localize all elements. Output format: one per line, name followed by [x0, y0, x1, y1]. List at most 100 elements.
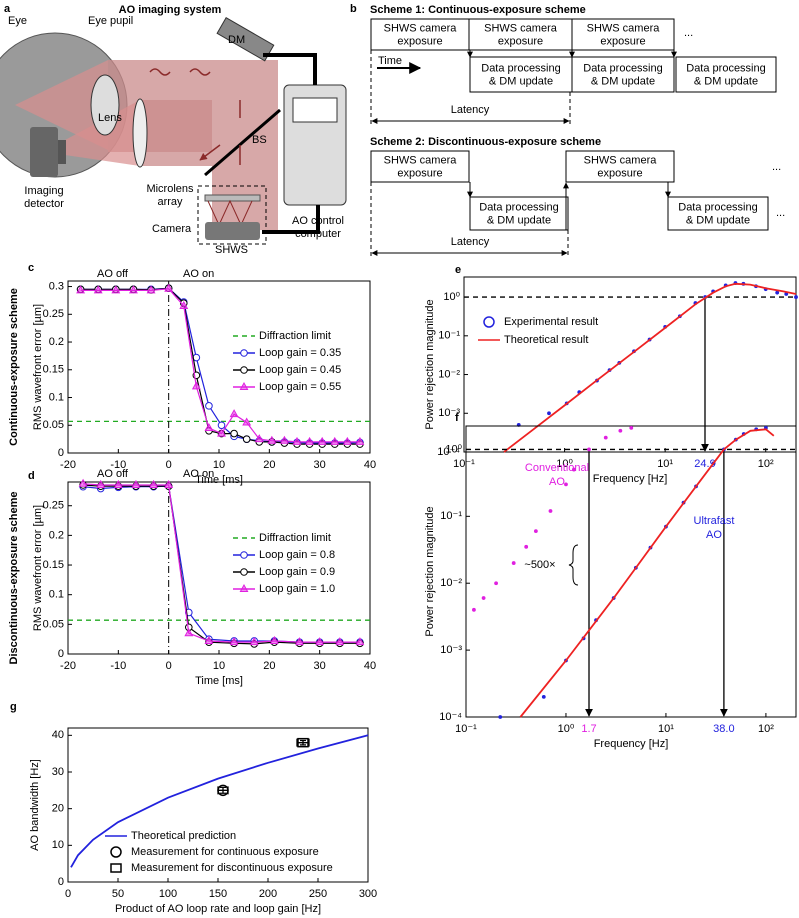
- y-axis-label: RMS wavefront error [µm]: [32, 304, 44, 430]
- x-tick-label: 150: [209, 888, 227, 900]
- y-tick-label: 0.25: [43, 500, 64, 512]
- x-tick-label: 10⁰: [558, 723, 575, 735]
- legend-label: Diffraction limit: [259, 330, 331, 342]
- marker: [230, 429, 238, 438]
- marker: [295, 637, 304, 646]
- exposure-text-line: SHWS camera: [587, 22, 661, 34]
- x-tick-label: 10: [213, 660, 225, 672]
- marker: [184, 628, 194, 637]
- exposure-text-line: exposure: [397, 35, 442, 47]
- y-tick-label: 0.2: [49, 336, 64, 348]
- x-tick-label: 40: [364, 459, 376, 471]
- marker: [191, 381, 201, 390]
- marker: [355, 436, 365, 445]
- y-tick-label: 10: [52, 839, 64, 851]
- marker: [297, 737, 309, 748]
- marker: [128, 285, 138, 294]
- legend-label: Loop gain = 0.55: [259, 381, 341, 393]
- x-tick-label: 250: [309, 888, 327, 900]
- y-tick-label: 20: [52, 803, 64, 815]
- marker: [481, 596, 486, 600]
- y-tick-label: 10⁻²: [438, 368, 460, 380]
- panel-letter: g: [10, 701, 17, 713]
- annotation-line: AO off: [97, 468, 129, 480]
- legend-marker: [239, 583, 249, 592]
- marker: [548, 509, 553, 513]
- x-tick-label: 20: [263, 459, 275, 471]
- threshold-label: 38.0: [713, 723, 734, 735]
- marker: [335, 637, 345, 646]
- x-tick-label: 50: [112, 888, 124, 900]
- microlens-label-line: Microlens: [146, 183, 194, 195]
- exposure-text: SHWS camera exposure: [384, 22, 458, 47]
- y-axis-label: Power rejection magnitude: [424, 299, 436, 429]
- x-tick-label: 300: [359, 888, 377, 900]
- annotation: Ultrafast AO: [694, 515, 735, 541]
- exposure-text-box: [370, 18, 470, 51]
- y-axis-label: RMS wavefront error [µm]: [32, 505, 44, 631]
- ellipsis: ...: [772, 161, 781, 173]
- x-tick-label: 30: [314, 660, 326, 672]
- processing-text-line: & DM update: [694, 75, 758, 87]
- marker: [317, 436, 327, 445]
- x-tick-label: 100: [159, 888, 177, 900]
- panel-a-drawing: [0, 17, 347, 245]
- scheme-title: Scheme 2: Discontinuous-exposure scheme: [370, 136, 601, 148]
- processing-text-line: & DM update: [487, 214, 551, 226]
- series-line: [83, 483, 360, 643]
- marker: [541, 694, 546, 699]
- eye: Eye: [8, 15, 27, 27]
- legend-label: Diffraction limit: [259, 532, 331, 544]
- annotation-line: AO: [706, 529, 722, 541]
- exposure-text-box: [370, 150, 470, 183]
- processing-text-line: & DM update: [591, 75, 655, 87]
- marker: [315, 637, 325, 646]
- y-axis-label: AO bandwidth [Hz]: [29, 759, 41, 851]
- x-tick-label: 10²: [758, 723, 774, 735]
- marker: [775, 290, 780, 295]
- processing-text-line: Data processing: [583, 62, 663, 74]
- marker: [292, 436, 302, 445]
- brace: [568, 544, 579, 586]
- processing-text-box: [571, 56, 675, 93]
- x-axis-label: Frequency [Hz]: [593, 473, 668, 485]
- exposure-text-box: [571, 18, 675, 51]
- marker: [547, 411, 551, 416]
- error-bar-y: [220, 786, 226, 794]
- processing-text-line: Data processing: [481, 62, 561, 74]
- x-tick-label: 0: [166, 459, 172, 471]
- exposure-text: SHWS camera exposure: [484, 22, 558, 47]
- panel-title: AO imaging system: [119, 4, 222, 16]
- marker: [229, 637, 239, 646]
- legend-label: Theoretical prediction: [131, 830, 236, 842]
- x-axis-label: Frequency [Hz]: [594, 738, 669, 750]
- annotation-line: Ultrafast: [694, 515, 735, 527]
- detector-label-line: Imaging: [24, 185, 63, 197]
- exposure-text-line: exposure: [498, 35, 543, 47]
- bs-label: BS: [252, 134, 267, 146]
- lens-label: Lens: [98, 112, 122, 124]
- plot-frame: [463, 276, 797, 453]
- annotation: AO off: [97, 268, 129, 280]
- panel-letter: f: [455, 412, 459, 424]
- y-tick-label: 10⁰: [443, 291, 460, 303]
- legend-marker: [239, 381, 249, 390]
- y-tick-label: 10⁻³: [440, 644, 462, 656]
- marker: [217, 421, 226, 430]
- legend-marker: [240, 551, 248, 559]
- y-tick-label: 0.1: [49, 391, 64, 403]
- legend-marker: [483, 316, 495, 328]
- legend-label: Loop gain = 0.45: [259, 364, 341, 376]
- marker: [267, 435, 277, 444]
- panel-letter: b: [350, 3, 357, 15]
- marker: [149, 479, 159, 488]
- plot-frame: [67, 727, 369, 883]
- panel-letter: a: [4, 3, 11, 15]
- marker: [603, 435, 608, 440]
- x-tick-label: 0: [166, 660, 172, 672]
- x-tick-label: 10¹: [657, 458, 673, 470]
- exposure-text-box: [565, 150, 675, 183]
- time-label: Time: [378, 55, 402, 67]
- annotation-line: AO: [549, 476, 565, 488]
- processing-text-line: Data processing: [686, 62, 766, 74]
